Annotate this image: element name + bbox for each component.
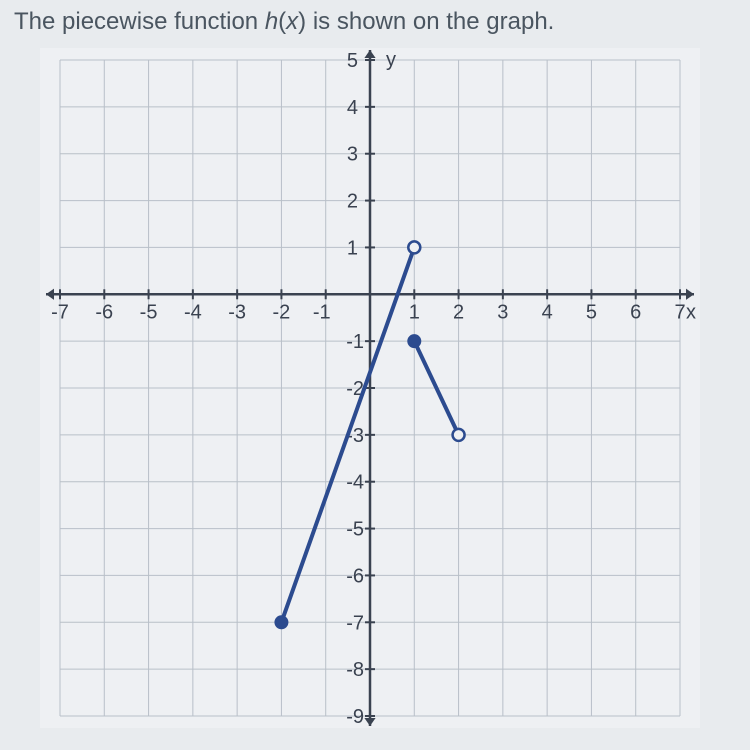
x-tick-label: 3 (497, 301, 508, 323)
x-tick-label: -4 (184, 301, 202, 323)
question-text: The piecewise function h(x) is shown on … (14, 8, 554, 36)
graph-area: -7-6-5-4-3-2-1123456754321-1-2-3-4-5-6-7… (40, 48, 700, 728)
y-tick-label: 5 (347, 50, 358, 72)
open-point (453, 429, 465, 441)
y-tick-label: -9 (346, 706, 364, 728)
x-tick-label: 4 (542, 301, 553, 323)
question-funcname: h (265, 8, 278, 35)
x-tick-label: -2 (273, 301, 291, 323)
x-tick-label: 1 (409, 301, 420, 323)
y-tick-label: 3 (347, 144, 358, 166)
x-tick-label: 6 (630, 301, 641, 323)
x-tick-label: 2 (453, 301, 464, 323)
x-tick-label: 7 (674, 301, 685, 323)
y-tick-label: 2 (347, 191, 358, 213)
closed-point (275, 616, 287, 628)
arrowhead (686, 289, 694, 300)
y-tick-label: 1 (347, 237, 358, 259)
x-tick-label: -6 (95, 301, 113, 323)
x-tick-label: -3 (228, 301, 246, 323)
y-tick-label: -5 (346, 519, 364, 541)
y-tick-label: -6 (346, 565, 364, 587)
arrowhead (364, 50, 375, 58)
y-tick-label: -8 (346, 659, 364, 681)
arrowhead (46, 289, 54, 300)
question-suffix: is shown on the graph. (306, 8, 554, 35)
y-axis-label: y (386, 49, 396, 71)
closed-point (408, 335, 420, 347)
x-tick-label: -5 (140, 301, 158, 323)
y-tick-label: -4 (346, 472, 364, 494)
question-prefix: The piecewise function (14, 8, 265, 35)
x-tick-label: 5 (586, 301, 597, 323)
y-tick-label: -7 (346, 612, 364, 634)
y-tick-label: -1 (346, 331, 364, 353)
x-tick-label: -7 (51, 301, 69, 323)
screenshot-root: The piecewise function h(x) is shown on … (0, 0, 750, 750)
question-funcarg: x (286, 8, 298, 35)
x-tick-label: -1 (313, 301, 331, 323)
chart-svg: -7-6-5-4-3-2-1123456754321-1-2-3-4-5-6-7… (40, 48, 700, 728)
open-point (408, 241, 420, 253)
y-tick-label: 4 (347, 97, 358, 119)
arrowhead (364, 718, 375, 726)
x-axis-label: x (686, 301, 696, 323)
